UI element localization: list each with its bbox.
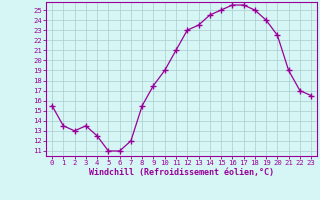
X-axis label: Windchill (Refroidissement éolien,°C): Windchill (Refroidissement éolien,°C) <box>89 168 274 177</box>
